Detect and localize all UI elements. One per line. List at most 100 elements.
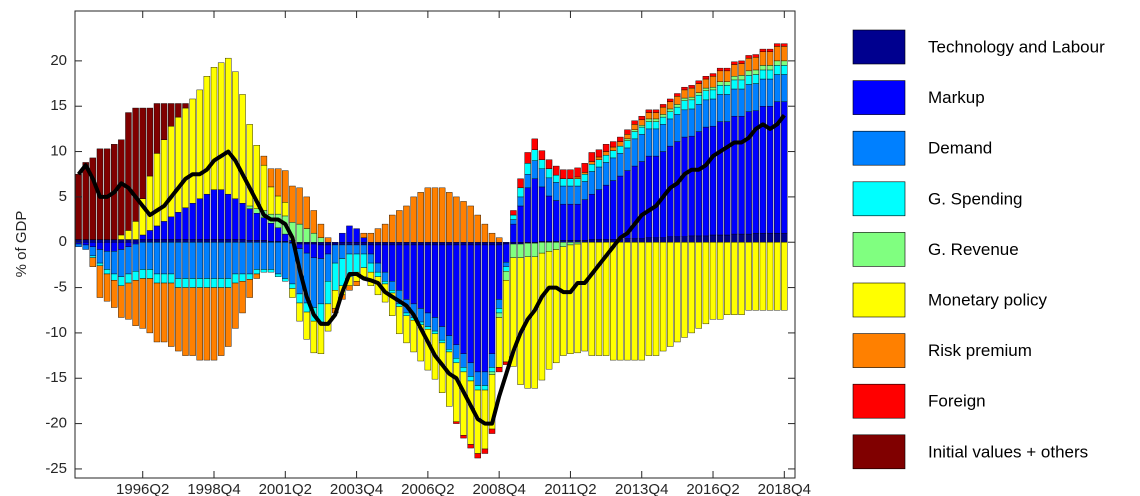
bar-segment [510,242,517,245]
bar-segment [517,243,524,258]
bar-segment [652,237,660,243]
bar-segment [531,160,538,179]
bar-segment [567,203,574,241]
bar-segment [716,70,724,82]
bar-segment [189,278,196,288]
bar-segment [674,114,681,142]
bar-segment [681,86,688,91]
bar-segment [446,192,453,243]
bar-segment [239,281,246,314]
bar-segment [552,249,560,364]
bar-segment [310,232,318,243]
bar-segment [118,234,125,240]
bar-segment [652,155,660,238]
bar-segment [517,196,524,207]
bar-segment [709,76,717,88]
bar-segment [574,167,581,178]
bar-segment [374,244,382,264]
bar-segment [681,100,688,111]
bar-segment [610,146,617,151]
bar-segment [424,326,432,330]
bar-segment [168,273,175,284]
bar-segment [538,186,546,242]
bar-segment [431,317,439,332]
bar-segment [552,165,560,176]
bar-segment [396,244,403,291]
bar-segment [731,233,738,243]
bar-segment [560,246,567,356]
bar-segment [510,243,517,258]
bar-segment [146,107,154,177]
bar-segment [745,84,752,112]
bar-segment [196,198,203,240]
bar-segment [82,242,89,246]
bar-segment [160,103,168,140]
plot-frame [74,10,796,479]
bar-segment [738,63,745,76]
bar-segment [702,76,710,80]
bar-segment [210,287,218,361]
bar-segment [467,244,474,364]
bar-segment [567,185,574,205]
y-tick-label: 0 [59,233,67,250]
bar-segment [503,242,510,245]
bar-segment [560,242,567,247]
bar-segment [103,251,111,270]
bar-segment [153,153,161,227]
legend-label: Markup [928,88,985,107]
bar-segment [481,223,489,243]
bar-segment [210,242,218,279]
bar-segment [89,246,97,257]
bar-segment [560,203,567,241]
legend-swatch [852,181,906,217]
bar-segment [552,242,560,250]
legend-label: Risk premium [928,341,1032,360]
bar-segment [688,96,695,101]
bar-segment [617,242,624,361]
bar-segment [460,367,467,373]
y-tick-label: -15 [45,369,67,386]
bar-segment [538,159,546,169]
x-tick-label: 2003Q4 [330,481,383,496]
bar-segment [652,112,660,120]
bar-segment [125,282,132,320]
bar-segment [196,239,203,243]
bar-segment [631,238,638,243]
bar-segment [738,75,745,81]
bar-segment [688,87,695,98]
bar-segment [96,249,104,264]
bar-segment [118,276,125,286]
bar-segment [567,178,574,187]
bar-segment [196,278,203,288]
bar-segment [781,74,788,102]
bar-segment [766,51,774,66]
bar-segment [481,448,489,454]
bar-segment [446,351,453,407]
bar-segment [681,236,688,243]
bar-segment [659,114,667,118]
bar-segment [175,242,182,279]
bar-segment [139,269,146,279]
bar-segment [424,187,432,243]
bar-segment [260,155,268,166]
bar-segment [766,78,774,107]
bar-segment [460,435,467,439]
bar-segment [125,239,132,243]
bar-segment [674,242,681,343]
bar-segment [289,283,296,289]
bar-segment [396,210,403,243]
bar-segment [545,168,553,179]
bar-segment [353,228,360,243]
bar-segment [346,242,353,246]
bar-segment [781,60,788,66]
bar-segment [260,269,268,273]
y-tick-label: -20 [45,415,67,432]
bar-segment [374,242,382,246]
bar-segment [695,131,702,237]
bar-segment [168,242,175,275]
bar-segment [460,201,467,243]
bar-segment [389,244,396,282]
bar-segment [303,311,310,340]
bar-segment [595,189,603,240]
bar-segment [96,265,104,298]
